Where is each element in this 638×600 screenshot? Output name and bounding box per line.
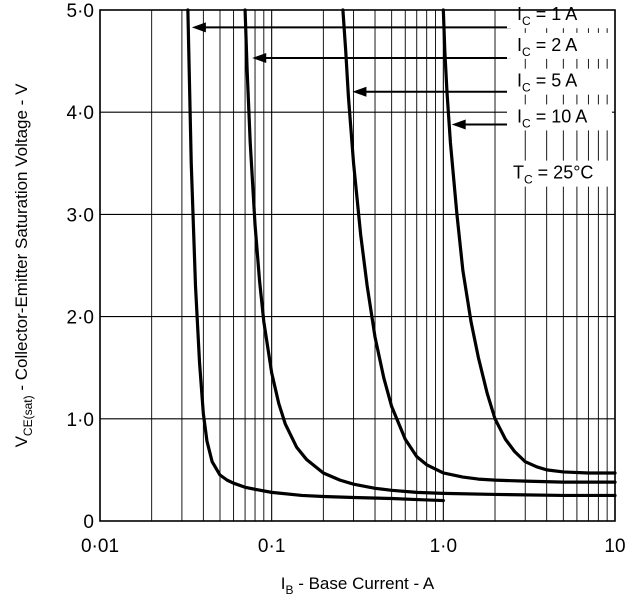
label-main: I	[517, 106, 522, 126]
y-tick-label: 5·0	[67, 1, 94, 22]
legend-backing	[507, 32, 612, 59]
label-main: I	[281, 574, 286, 593]
label-main: I	[517, 35, 522, 55]
legend-backing	[507, 104, 612, 131]
label-subscript: B	[285, 583, 293, 597]
legend-backing	[507, 68, 612, 95]
series-line-1	[186, 8, 445, 503]
y-tick-label: 0	[83, 512, 94, 533]
series-line-2	[243, 8, 617, 498]
label-rest: - Collector-Emitter Saturation Voltage -…	[12, 83, 31, 395]
legend-label-2: IC = 2 A	[517, 35, 577, 59]
label-rest: = 1 A	[531, 4, 578, 24]
label-subscript: CE(sat)	[21, 395, 35, 436]
y-tick-label: 2·0	[67, 308, 94, 329]
legend-label-4: IC = 10 A	[517, 106, 587, 130]
legend-label-3: IC = 5 A	[517, 71, 577, 95]
label-rest: - Base Current - A	[293, 574, 434, 593]
label-subscript: C	[522, 116, 531, 130]
y-axis-label: VCE(sat) - Collector-Emitter Saturation …	[12, 83, 35, 447]
y-tick-label: 3·0	[67, 205, 94, 226]
legend-arrow-head	[451, 119, 466, 130]
legend-arrows	[191, 22, 511, 130]
x-tick-label: 1·0	[430, 536, 457, 557]
x-tick-label: 0·1	[258, 536, 285, 557]
label-main: I	[517, 71, 522, 91]
plot-frame	[99, 9, 616, 522]
temperature-annotation: TC = 25°C	[513, 163, 593, 187]
x-tick-label: 0·01	[81, 536, 119, 557]
label-rest: = 5 A	[531, 71, 578, 91]
label-subscript: C	[524, 173, 533, 187]
axis-labels: IB - Base Current - A VCE(sat) - Collecto…	[12, 83, 435, 597]
series-line-3	[341, 8, 617, 484]
y-tick-label: 1·0	[67, 410, 94, 431]
label-subscript: C	[522, 45, 531, 59]
label-main: T	[513, 163, 524, 183]
x-axis-label: IB - Base Current - A	[281, 574, 435, 597]
annotation-backing	[507, 160, 612, 187]
legend-backing	[507, 2, 612, 29]
legend: IC = 1 AIC = 2 AIC = 5 AIC = 10 ATC = 25…	[507, 2, 612, 187]
series-line-4	[441, 8, 617, 475]
x-tick-label: 10	[604, 536, 625, 557]
y-tick-label: 4·0	[67, 103, 94, 124]
legend-arrow-head	[352, 86, 367, 97]
legend-arrow-head	[252, 53, 267, 64]
label-subscript: C	[522, 81, 531, 95]
curves	[186, 8, 617, 503]
label-rest: = 2 A	[531, 35, 578, 55]
legend-arrow-head	[191, 22, 206, 33]
label-main: I	[517, 4, 522, 24]
label-subscript: C	[522, 14, 531, 28]
tick-labels: 0·01 0·1 1·0 10 0 1·0 2·0 3·0 4·0 5·0	[67, 1, 626, 557]
label-rest: = 10 A	[531, 106, 588, 126]
label-rest: = 25°C	[533, 163, 594, 183]
label-main: V	[12, 435, 31, 447]
